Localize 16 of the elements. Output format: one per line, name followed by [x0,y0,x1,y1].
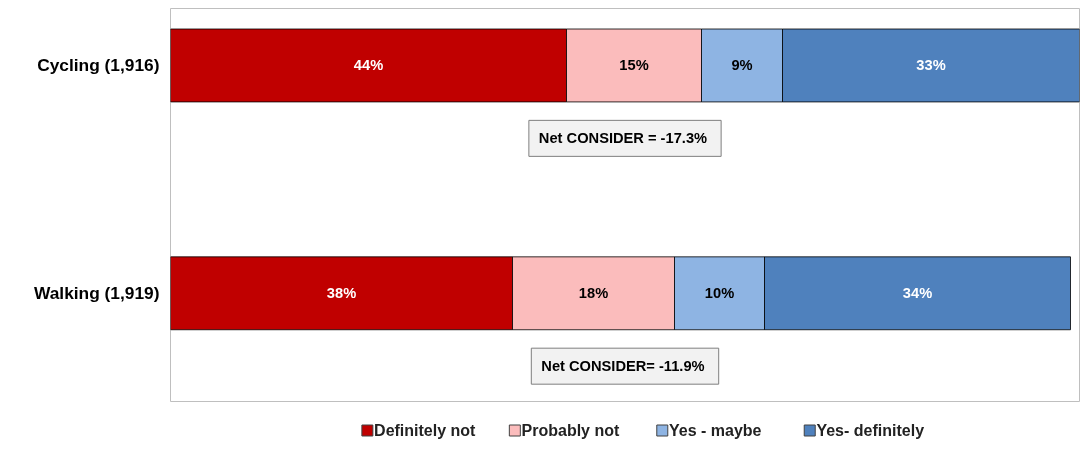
data-label: 15% [619,57,649,74]
legend-label: Yes- definitely [816,422,925,439]
annotation: Net CONSIDER= -11.9% [541,358,705,375]
annotation: Net CONSIDER = -17.3% [538,130,708,147]
legend-label: Yes - maybe [668,422,762,439]
data-label: 34% [902,285,933,302]
data-label: 10% [704,285,735,302]
data-label: 44% [353,57,384,74]
y-tick-label: Walking (1,919) [34,283,160,304]
legend-label: Probably not [521,422,620,439]
data-label: 9% [731,57,753,74]
data-label: 38% [326,285,357,302]
data-label: 18% [578,285,609,302]
legend-label: Definitely not [374,422,477,439]
y-tick-label: Cycling (1,916) [37,55,160,76]
data-label: 33% [916,57,946,74]
